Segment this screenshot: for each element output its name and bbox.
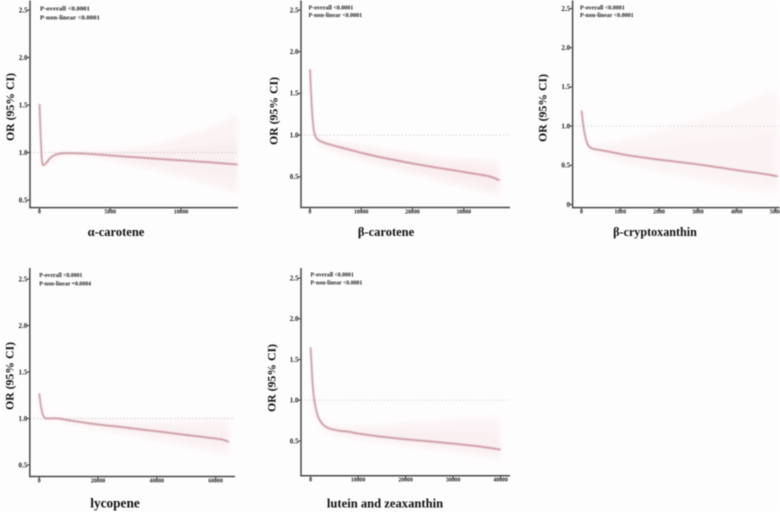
svg-text:1.0: 1.0: [19, 149, 28, 157]
svg-text:1.5: 1.5: [290, 356, 299, 364]
svg-text:α-carotene: α-carotene: [88, 225, 145, 239]
svg-text:10000: 10000: [351, 478, 366, 484]
svg-text:1.0: 1.0: [561, 122, 570, 130]
svg-text:β-cryptoxanthin: β-cryptoxanthin: [613, 225, 697, 239]
svg-text:0.5: 0.5: [561, 162, 570, 170]
svg-text:0.5: 0.5: [19, 461, 28, 469]
svg-text:OR (95% CI): OR (95% CI): [267, 344, 279, 412]
svg-text:2.0: 2.0: [290, 315, 299, 323]
svg-text:4000: 4000: [731, 209, 743, 215]
svg-text:lutein and zeaxanthin: lutein and zeaxanthin: [327, 497, 443, 511]
svg-text:1.5: 1.5: [561, 83, 570, 91]
svg-text:0.5: 0.5: [19, 196, 28, 204]
svg-text:2.5: 2.5: [290, 6, 299, 14]
svg-text:1.0: 1.0: [290, 397, 299, 405]
svg-text:P-non-linear <0.0001: P-non-linear <0.0001: [311, 280, 363, 286]
svg-text:10000: 10000: [174, 209, 189, 215]
svg-text:1.5: 1.5: [19, 101, 28, 109]
svg-text:P-overall <0.0001: P-overall <0.0001: [311, 272, 354, 278]
svg-text:2.5: 2.5: [19, 6, 28, 14]
svg-text:30000: 30000: [446, 478, 461, 484]
svg-text:20000: 20000: [398, 478, 413, 484]
svg-text:0: 0: [580, 209, 583, 215]
svg-text:0: 0: [38, 478, 41, 484]
svg-text:2.0: 2.0: [19, 54, 28, 62]
svg-text:1.5: 1.5: [19, 368, 28, 376]
svg-text:2.0: 2.0: [19, 322, 28, 330]
svg-text:60000: 60000: [208, 478, 223, 484]
svg-text:0: 0: [309, 209, 312, 215]
svg-text:1000: 1000: [615, 209, 627, 215]
svg-text:20000: 20000: [405, 209, 420, 215]
svg-text:P-non-linear =0.0004: P-non-linear =0.0004: [39, 281, 91, 287]
svg-text:1.5: 1.5: [290, 90, 299, 98]
svg-text:OR (95% CI): OR (95% CI): [269, 77, 281, 145]
svg-text:2.5: 2.5: [290, 274, 299, 282]
svg-text:P-non-linear <0.0001: P-non-linear <0.0001: [580, 13, 634, 19]
svg-text:1.0: 1.0: [19, 415, 28, 423]
svg-text:P-non-linear <0.0001: P-non-linear <0.0001: [309, 13, 363, 19]
svg-text:OR (95% CI): OR (95% CI): [5, 73, 17, 141]
svg-text:P-overall <0.0001: P-overall <0.0001: [40, 6, 90, 13]
svg-text:2.0: 2.0: [290, 48, 299, 56]
svg-text:2000: 2000: [653, 209, 665, 215]
svg-text:20000: 20000: [91, 478, 106, 484]
svg-text:30000: 30000: [457, 209, 472, 215]
svg-text:0.5: 0.5: [290, 173, 299, 181]
svg-text:β-carotene: β-carotene: [358, 225, 415, 239]
svg-text:OR (95% CI): OR (95% CI): [538, 74, 550, 142]
svg-text:P-overall <0.0001: P-overall <0.0001: [580, 5, 625, 11]
svg-text:5000: 5000: [770, 209, 780, 215]
svg-text:0: 0: [38, 209, 41, 215]
svg-text:OR (95% CI): OR (95% CI): [5, 342, 17, 410]
svg-text:0: 0: [567, 201, 571, 209]
svg-text:0: 0: [309, 478, 312, 484]
svg-text:40000: 40000: [150, 478, 165, 484]
svg-text:5000: 5000: [104, 209, 116, 215]
svg-text:40000: 40000: [493, 478, 508, 484]
svg-text:2.0: 2.0: [561, 44, 570, 52]
svg-text:2.5: 2.5: [19, 275, 28, 283]
svg-text:P-overall <0.0001: P-overall <0.0001: [309, 5, 354, 11]
svg-text:lycopene: lycopene: [90, 496, 140, 511]
svg-text:2.5: 2.5: [561, 5, 570, 13]
svg-text:0.5: 0.5: [290, 437, 299, 445]
svg-text:P-overall <0.0001: P-overall <0.0001: [39, 273, 82, 279]
svg-text:P-non-linear <0.0001: P-non-linear <0.0001: [40, 14, 100, 21]
svg-text:10000: 10000: [354, 209, 369, 215]
svg-text:3000: 3000: [692, 209, 704, 215]
svg-text:1.0: 1.0: [290, 131, 299, 139]
